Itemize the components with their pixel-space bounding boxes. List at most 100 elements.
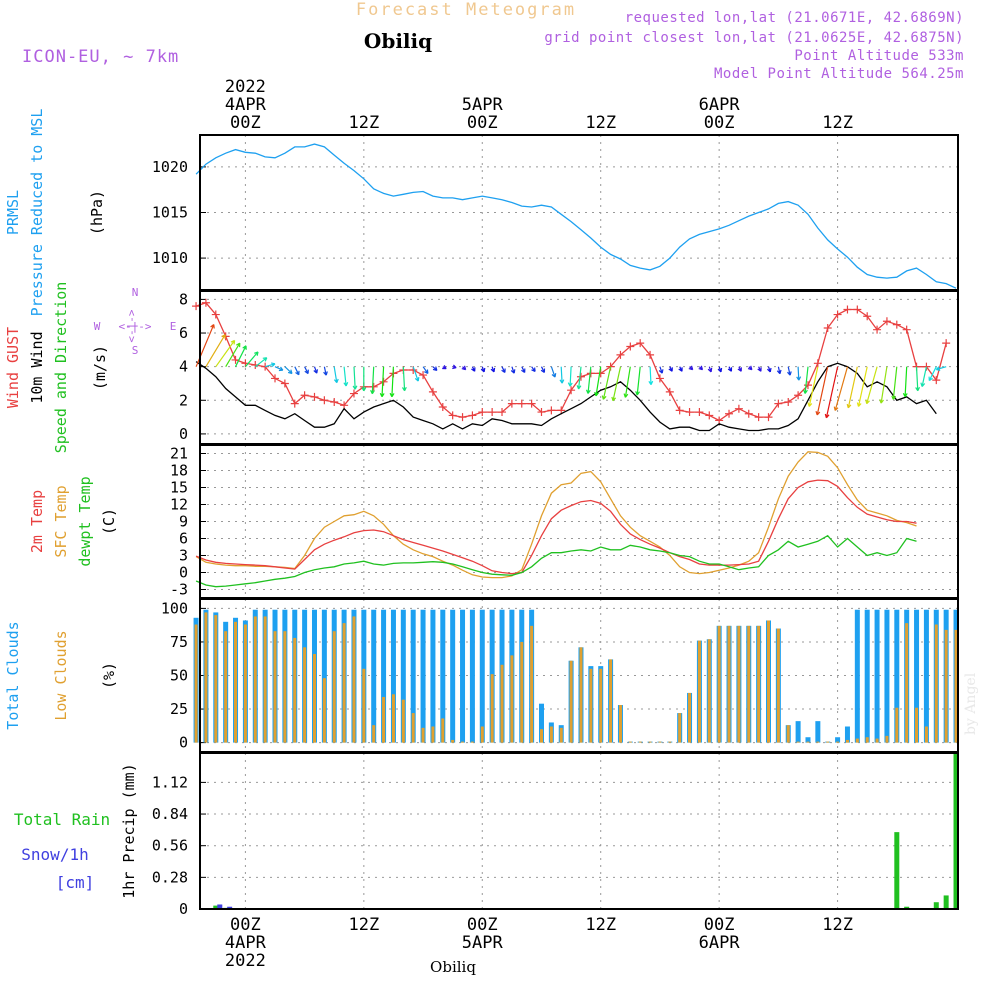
gust-marker xyxy=(379,377,388,386)
wind-arrow xyxy=(787,366,792,376)
wind-arrow xyxy=(757,366,762,372)
panel-precip: 0 0.28 0.56 0.84 1.12 1hr Precip (mm) Total Ra… xyxy=(14,752,959,918)
ylabel: (C) xyxy=(100,508,118,535)
wind-arrow xyxy=(688,365,694,371)
ytick-label: 18 xyxy=(170,462,188,480)
panel-frame xyxy=(199,290,959,445)
low-bar xyxy=(895,707,899,743)
low-bar xyxy=(411,713,415,743)
chart-title: Forecast Meteogram xyxy=(356,0,576,20)
low-bar xyxy=(737,625,741,743)
wind-arrow xyxy=(902,366,908,398)
wind-arrow xyxy=(747,365,753,371)
low-bar xyxy=(234,621,238,743)
ytick-label: 6 xyxy=(179,530,188,548)
precip-legend: Total Rain xyxy=(14,810,110,829)
low-bar xyxy=(214,615,218,743)
top-time-label: 12Z xyxy=(585,113,616,133)
gust-marker xyxy=(231,355,240,364)
gust-marker xyxy=(547,406,556,415)
wind-arrow xyxy=(658,366,664,374)
wind-arrow xyxy=(244,351,259,368)
rain-bar xyxy=(943,895,949,909)
ylabel: PRMSL xyxy=(4,190,22,235)
wind-arrow xyxy=(461,365,467,371)
low-bar xyxy=(273,631,277,743)
bottom-time-label: 00Z xyxy=(230,915,261,935)
total-bar xyxy=(440,609,446,743)
ytick-label: 15 xyxy=(170,479,188,497)
total-bar xyxy=(884,609,890,743)
low-bar xyxy=(786,725,790,743)
top-time-label: 12Z xyxy=(348,113,379,133)
wind-arrow xyxy=(304,366,309,375)
gust-marker xyxy=(419,371,428,380)
rain-bar xyxy=(933,902,939,909)
gust-marker xyxy=(537,408,546,417)
wind-arrow xyxy=(623,366,631,398)
wind-arrow xyxy=(225,342,241,368)
low-bar xyxy=(589,668,593,743)
wind-arrow xyxy=(635,366,641,396)
total-bar xyxy=(914,609,920,743)
low-bar xyxy=(441,718,445,743)
compass-label: W xyxy=(94,320,101,333)
gust-marker xyxy=(823,323,832,332)
location-title: Obiliq xyxy=(364,29,432,53)
ytick-label: 1010 xyxy=(152,249,188,267)
gust-line xyxy=(195,302,947,422)
ytick-label: 4 xyxy=(179,358,188,376)
low-bar xyxy=(530,625,534,743)
wind-arrow xyxy=(935,366,947,371)
compass-label: S xyxy=(132,344,139,357)
total-bar xyxy=(371,609,377,743)
total-bar xyxy=(410,609,416,743)
wind-arrow xyxy=(540,366,546,373)
gust-marker xyxy=(685,408,694,417)
wind-arrow xyxy=(601,366,612,400)
wind-arrow xyxy=(567,366,573,387)
total-bar xyxy=(894,609,900,743)
low-bar xyxy=(382,696,386,743)
total-bar xyxy=(864,609,870,743)
gust-marker xyxy=(192,302,201,311)
low-bar xyxy=(915,707,919,743)
ytick-label: 0 xyxy=(179,564,188,582)
low-bar xyxy=(776,628,780,743)
low-bar xyxy=(599,668,603,743)
wind-arrow xyxy=(401,366,407,392)
gust-marker xyxy=(833,310,842,319)
ytick-label: -3 xyxy=(170,581,188,599)
wind-arrow xyxy=(585,366,592,394)
gust-marker xyxy=(646,350,655,359)
top-time-label: 12Z xyxy=(822,113,853,133)
low-bar xyxy=(806,741,810,743)
wind-arrow xyxy=(648,366,654,386)
low-bar xyxy=(451,739,455,743)
panel-wind: 0 2 4 6 8 Wind GUST 10m Wind Speed and Directio… xyxy=(4,282,959,453)
ytick-label: 9 xyxy=(179,513,188,531)
wind-arrow xyxy=(422,366,429,375)
wind-arrow xyxy=(550,366,557,378)
low-bar xyxy=(303,647,307,743)
wind-arrow xyxy=(920,366,927,387)
total-bar xyxy=(420,609,426,743)
top-year-label: 2022 xyxy=(225,77,266,97)
low-bar xyxy=(549,726,553,743)
wind-arrow xyxy=(928,366,937,382)
low-bar xyxy=(559,727,563,743)
gust-marker xyxy=(675,406,684,415)
gust-marker xyxy=(349,389,358,398)
ytick-label: 21 xyxy=(170,445,188,463)
compass-arrows-vertical: <-|-> xyxy=(125,309,138,342)
low-bar xyxy=(934,624,938,743)
low-bar xyxy=(263,616,267,743)
gust-marker xyxy=(843,305,852,314)
low-bar xyxy=(520,641,524,743)
wind-arrow xyxy=(389,366,395,398)
gust-marker xyxy=(576,372,585,381)
gust-marker xyxy=(873,325,882,334)
wind-arrow xyxy=(668,366,673,372)
wind-arrow xyxy=(796,366,802,381)
